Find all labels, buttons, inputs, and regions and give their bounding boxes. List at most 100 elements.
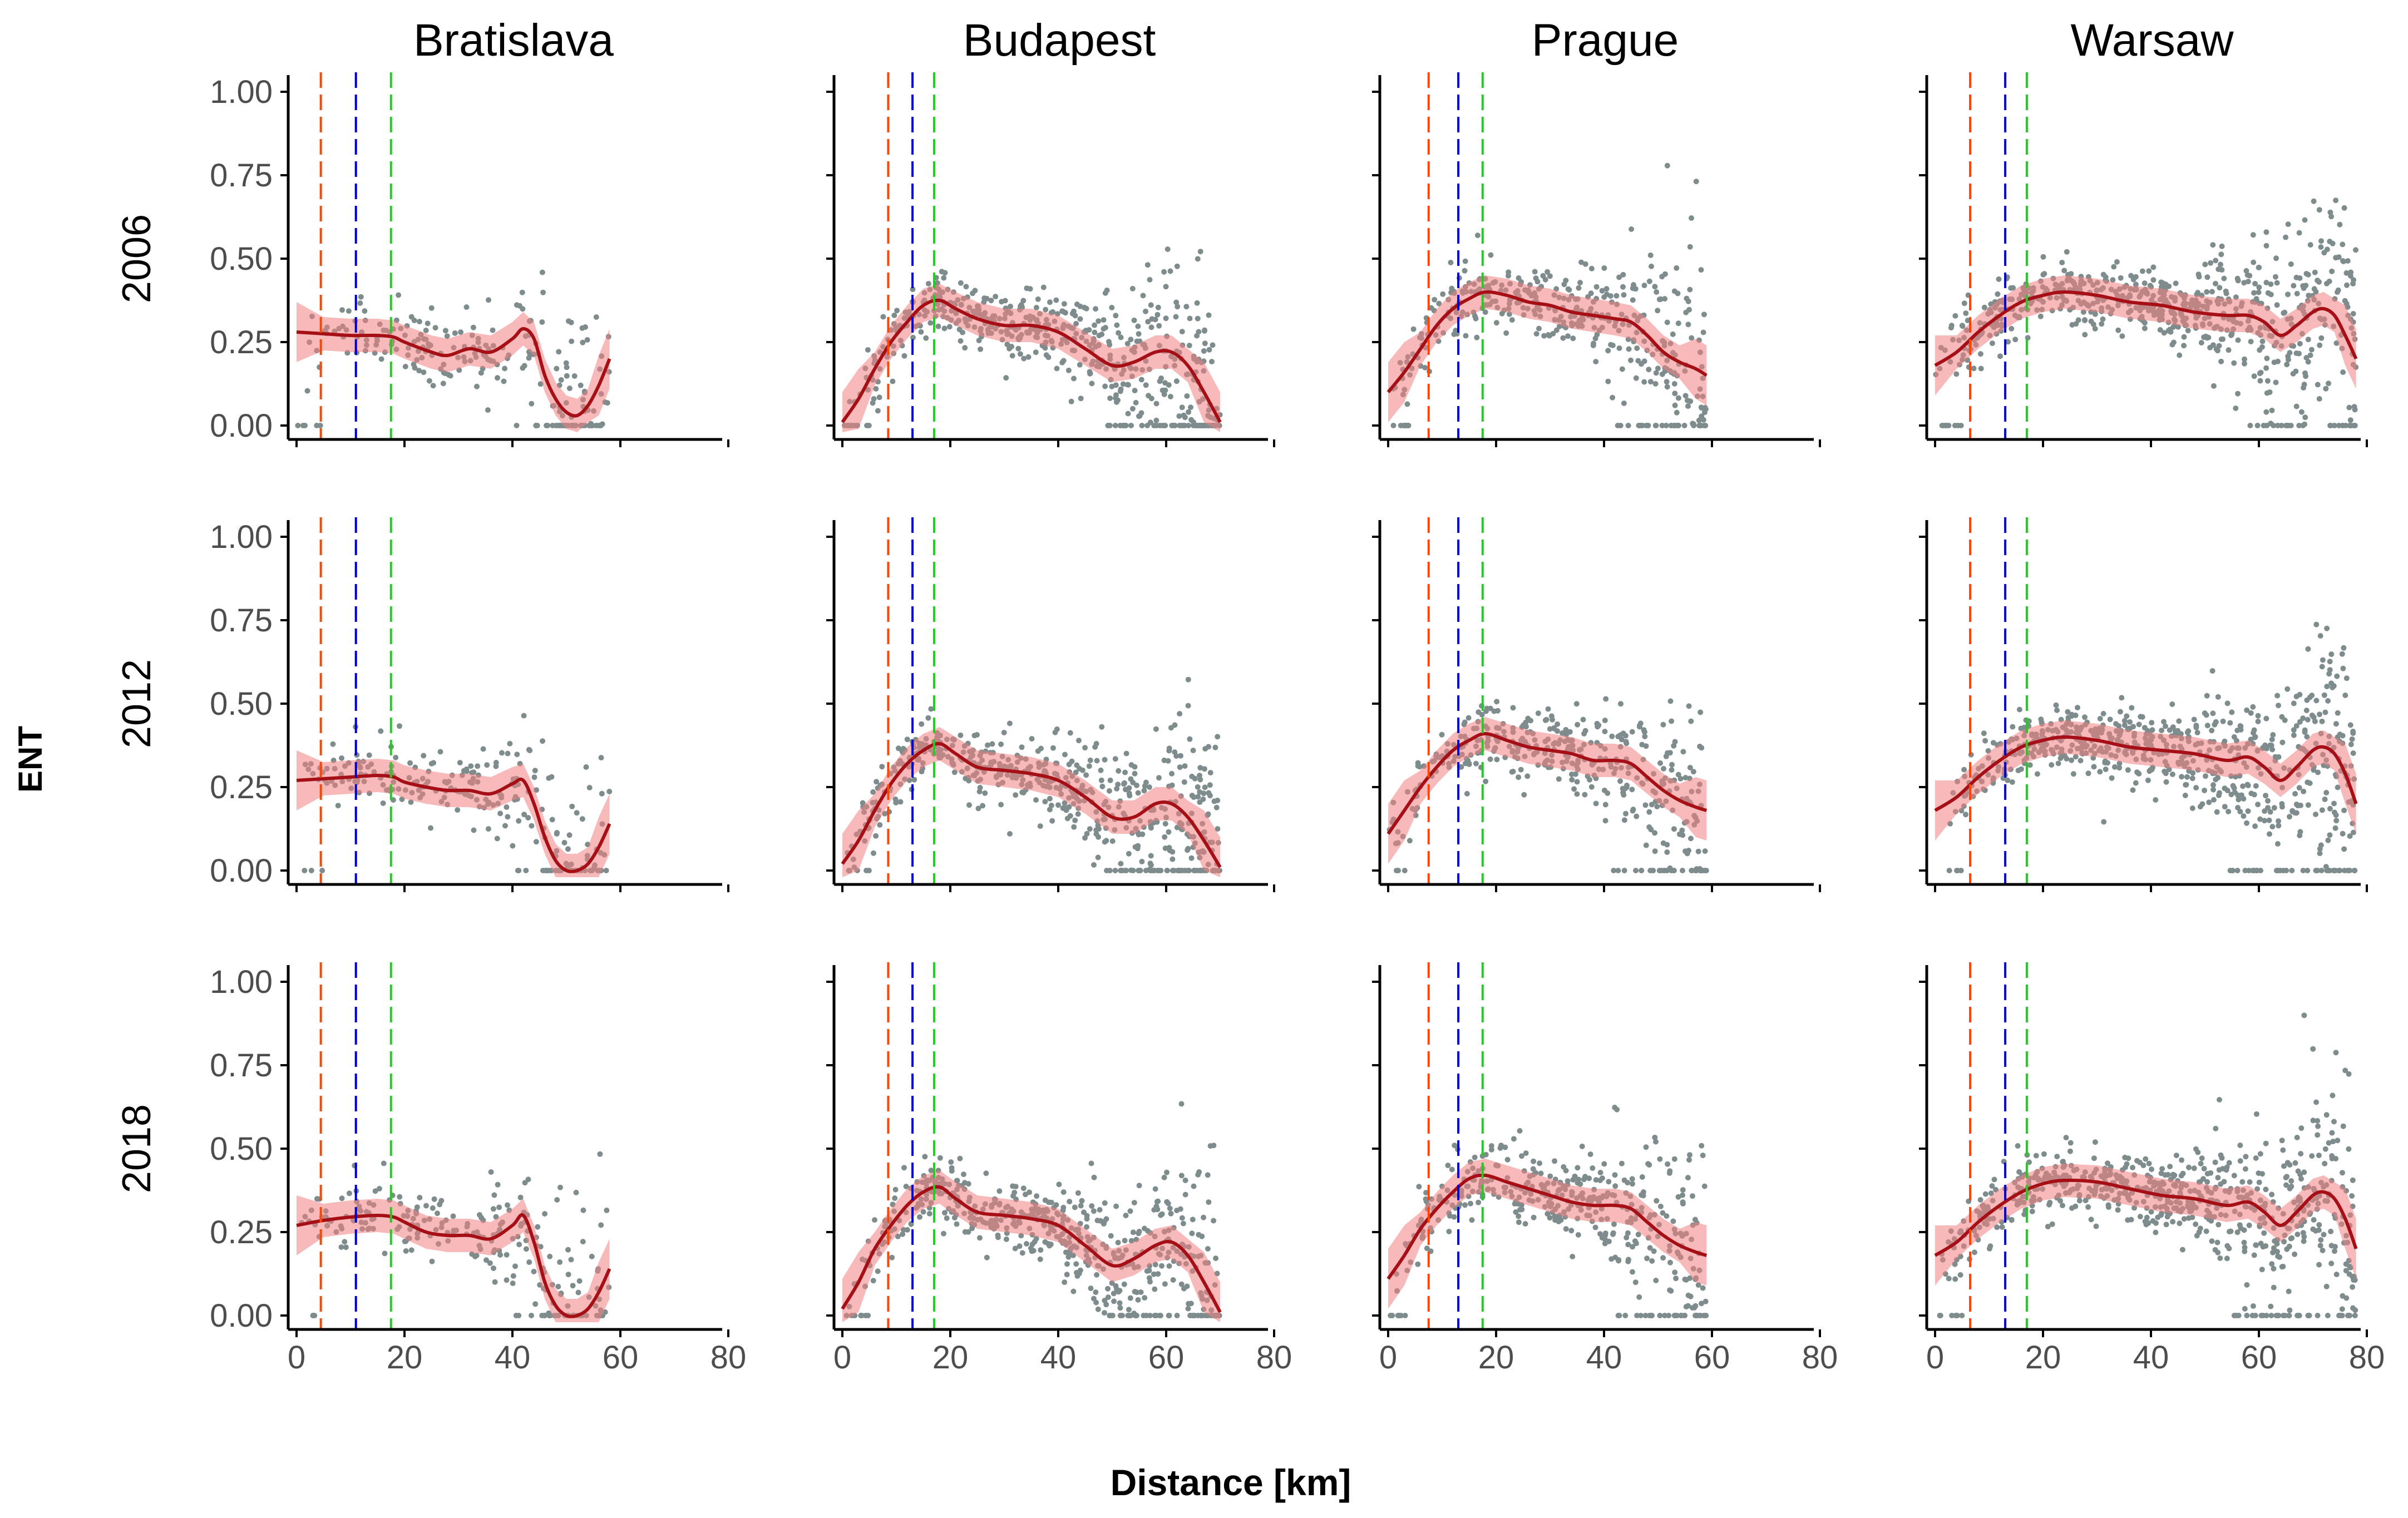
scatter-point [546, 775, 552, 781]
scatter-point [475, 763, 481, 769]
scatter-point [557, 1259, 563, 1265]
scatter-point [2308, 347, 2315, 353]
scatter-point [554, 831, 560, 837]
panel-budapest-2012 [826, 517, 1275, 892]
scatter-point [1130, 868, 1136, 873]
scatter-point [1659, 371, 1665, 377]
scatter-point [1048, 1199, 1054, 1205]
scatter-point [1101, 317, 1107, 323]
scatter-point [1125, 411, 1131, 417]
scatter-point [1112, 423, 1118, 428]
scatter-point [1682, 1277, 1688, 1282]
scatter-point [1109, 838, 1116, 844]
scatter-point [1122, 769, 1128, 775]
scatter-point [1173, 753, 1180, 759]
scatter-point [428, 825, 433, 831]
scatter-point [1671, 288, 1677, 294]
scatter-point [1647, 252, 1654, 258]
scatter-point [308, 868, 314, 873]
scatter-point [1593, 1177, 1599, 1183]
scatter-point [2100, 711, 2106, 716]
scatter-point [480, 746, 486, 752]
scatter-point [954, 1221, 960, 1227]
scatter-point [1664, 849, 1670, 855]
scatter-point [2203, 773, 2208, 779]
scatter-point [1019, 744, 1025, 750]
scatter-point [2267, 831, 2272, 837]
scatter-point [1181, 779, 1187, 785]
scatter-point [1207, 793, 1213, 799]
scatter-point [988, 298, 994, 304]
scatter-point [1127, 1208, 1133, 1214]
scatter-point [1144, 423, 1151, 428]
scatter-point [416, 368, 422, 374]
scatter-point [2276, 703, 2281, 709]
scatter-point [1084, 830, 1090, 837]
scatter-point [1175, 868, 1181, 873]
scatter-point [1657, 1156, 1663, 1162]
scatter-point [1111, 1298, 1117, 1304]
scatter-point [2259, 338, 2266, 344]
scatter-point [2085, 770, 2091, 777]
scatter-point [1624, 1234, 1630, 1240]
scatter-point [376, 1186, 382, 1191]
scatter-point [1094, 758, 1100, 764]
scatter-point [2241, 813, 2247, 819]
scatter-point [2173, 280, 2179, 286]
scatter-point [1503, 330, 1509, 336]
scatter-point [1616, 345, 1622, 351]
scatter-point [2215, 266, 2222, 272]
scatter-point [922, 1154, 928, 1160]
scatter-point [1113, 392, 1119, 398]
scatter-point [2264, 423, 2270, 428]
scatter-point [870, 789, 876, 795]
scatter-point [568, 1257, 574, 1263]
scatter-point [1091, 862, 1097, 868]
scatter-point [1198, 1313, 1204, 1318]
scatter-point [2302, 217, 2308, 223]
scatter-point [1523, 1150, 1529, 1156]
scatter-point [2318, 244, 2324, 250]
scatter-point [300, 423, 306, 428]
scatter-point [541, 1313, 547, 1318]
scatter-point [2117, 709, 2123, 715]
scatter-point [2329, 268, 2335, 274]
scatter-point [1663, 423, 1669, 428]
scatter-point [2234, 868, 2241, 873]
scatter-point [1074, 762, 1080, 768]
scatter-point [493, 760, 499, 765]
scatter-point [507, 740, 513, 746]
scatter-point [1155, 1198, 1161, 1204]
scatter-point [2259, 344, 2265, 350]
x-tick-label: 0 [833, 1339, 851, 1376]
scatter-point [1439, 731, 1445, 738]
scatter-point [1155, 1271, 1161, 1277]
scatter-point [1102, 383, 1108, 389]
scatter-point [583, 324, 588, 330]
scatter-point [1173, 299, 1180, 305]
scatter-point [2285, 291, 2291, 298]
facet-title-bratislava: Bratislava [413, 15, 614, 66]
scatter-point [463, 766, 470, 772]
scatter-point [2116, 765, 2123, 771]
scatter-point [1107, 395, 1113, 401]
scatter-point [1703, 423, 1709, 428]
scatter-point [1183, 304, 1190, 310]
scatter-point [2263, 365, 2269, 371]
scatter-point [2281, 310, 2287, 316]
scatter-point [1622, 1313, 1629, 1318]
x-tick-label: 60 [1694, 1339, 1730, 1376]
scatter-point [1206, 312, 1212, 318]
scatter-point [458, 329, 464, 335]
scatter-point [896, 745, 901, 751]
scatter-point [1033, 797, 1039, 803]
scatter-point [2121, 718, 2128, 724]
scatter-point [2265, 798, 2271, 804]
scatter-point [1137, 413, 1143, 419]
scatter-point [1109, 1313, 1116, 1318]
scatter-point [1602, 729, 1608, 735]
scatter-point [2194, 730, 2200, 735]
scatter-point [1552, 1158, 1558, 1164]
scatter-point [1147, 868, 1153, 873]
scatter-point [2269, 736, 2275, 743]
